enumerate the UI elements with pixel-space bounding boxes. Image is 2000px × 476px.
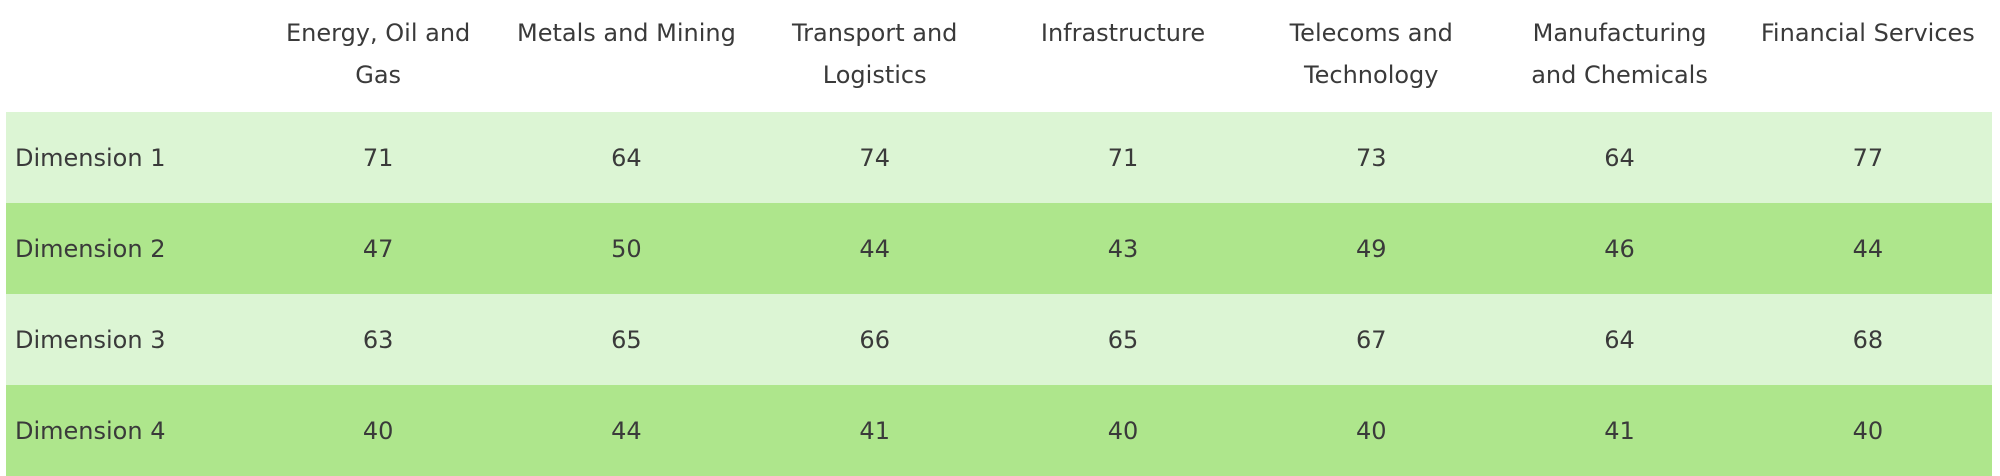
- column-header: Telecoms and Technology: [1289, 19, 1453, 89]
- value-cell: 43: [998, 203, 1248, 294]
- value-cell: 44: [1743, 203, 1992, 294]
- value-cell: 67: [1247, 294, 1496, 385]
- value-cell: 65: [998, 294, 1248, 385]
- value-cell: 40: [254, 385, 503, 476]
- value-cell: 71: [998, 112, 1248, 203]
- value-cell: 65: [502, 294, 751, 385]
- data-row: Dimension 3 63 65 66 65 67 64 68: [6, 294, 1992, 385]
- value-cell: 49: [1247, 203, 1496, 294]
- value-cell: 68: [1743, 294, 1992, 385]
- column-header: Transport and Logistics: [792, 19, 958, 89]
- header-row: Energy, Oil and Gas Metals and Mining Tran…: [6, 0, 1992, 112]
- value-cell: 73: [1247, 112, 1496, 203]
- data-row: Dimension 1 71 64 74 71 73 64 77: [6, 112, 1992, 203]
- data-row: Dimension 4 40 44 41 40 40 41 40: [6, 385, 1992, 476]
- value-cell: 64: [1495, 294, 1744, 385]
- value-cell: 64: [1495, 112, 1744, 203]
- column-header: Infrastructure: [1040, 19, 1206, 47]
- column-header: Metals and Mining: [516, 19, 736, 47]
- value-cell: 63: [254, 294, 503, 385]
- value-cell: 44: [750, 203, 999, 294]
- value-cell: 71: [254, 112, 503, 203]
- data-row: Dimension 2 47 50 44 43 49 46 44: [6, 203, 1992, 294]
- value-cell: 44: [502, 385, 751, 476]
- column-header: Energy, Oil and Gas: [285, 19, 471, 89]
- column-header: Manufacturing and Chemicals: [1531, 19, 1708, 89]
- value-cell: 41: [750, 385, 999, 476]
- score-table: Energy, Oil and Gas Metals and Mining Tran…: [6, 0, 1992, 476]
- value-cell: 41: [1495, 385, 1744, 476]
- value-cell: 66: [750, 294, 999, 385]
- column-header: Financial Services: [1760, 19, 1975, 47]
- row-label: Dimension 2: [6, 203, 254, 294]
- value-cell: 40: [998, 385, 1248, 476]
- value-cell: 74: [750, 112, 999, 203]
- corner-cell: [6, 0, 254, 112]
- row-label: Dimension 1: [6, 112, 254, 203]
- value-cell: 47: [254, 203, 503, 294]
- value-cell: 50: [502, 203, 751, 294]
- value-cell: 40: [1743, 385, 1992, 476]
- value-cell: 40: [1247, 385, 1496, 476]
- value-cell: 46: [1495, 203, 1744, 294]
- value-cell: 64: [502, 112, 751, 203]
- value-cell: 77: [1743, 112, 1992, 203]
- row-label: Dimension 3: [6, 294, 254, 385]
- row-label: Dimension 4: [6, 385, 254, 476]
- table-body: Dimension 1 71 64 74 71 73 64 77 Dimension 2 47 50…: [6, 112, 1992, 476]
